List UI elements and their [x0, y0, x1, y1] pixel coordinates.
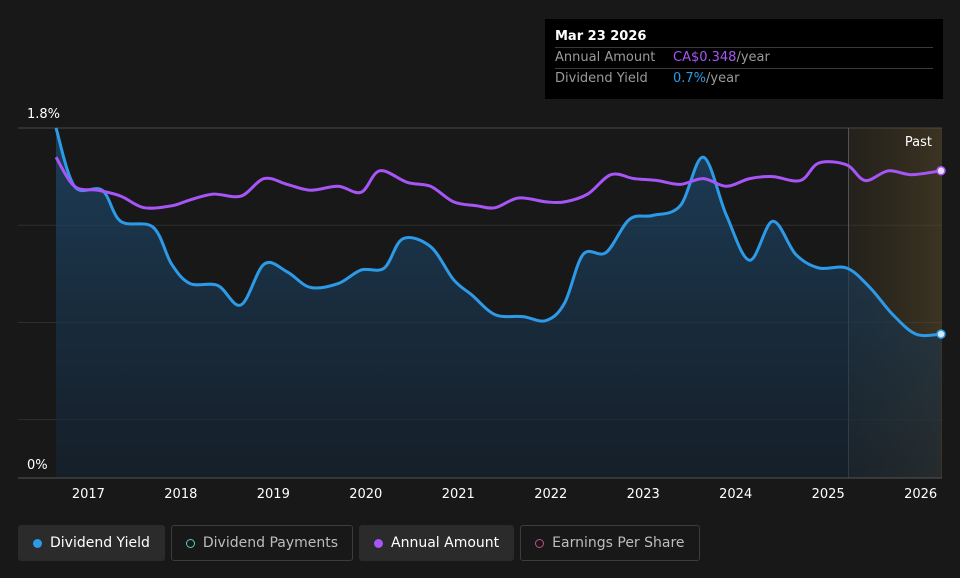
legend-label: Earnings Per Share [552, 535, 685, 551]
tooltip-date: Mar 23 2026 [555, 29, 647, 44]
x-tick-labels: 2017 2018 2019 2020 2021 2022 2023 2024 2025 2026 [72, 487, 937, 502]
tooltip-value: CA$0.348 [673, 50, 737, 65]
legend-circle-icon [535, 538, 545, 548]
x-tick-label: 2023 [627, 487, 660, 502]
x-tick-label: 2020 [349, 487, 382, 502]
legend-annual-amount[interactable]: Annual Amount [359, 525, 515, 561]
tooltip-label: Annual Amount [555, 50, 656, 65]
legend-dividend-yield[interactable]: Dividend Yield [18, 525, 165, 561]
y-tick-label-bottom: 0% [27, 458, 48, 473]
past-label: Past [905, 135, 932, 150]
x-tick-label: 2025 [812, 487, 845, 502]
legend-dot-icon [374, 538, 384, 548]
x-tick-label: 2017 [72, 487, 105, 502]
legend: Dividend Yield Dividend Payments Annual … [18, 525, 700, 561]
tooltip-unit: /year [736, 50, 770, 65]
tooltip-row-annual-amount: Annual Amount CA$0.348/year [555, 47, 933, 68]
annual-amount-line [54, 156, 942, 210]
legend-dividend-payments[interactable]: Dividend Payments [170, 525, 354, 561]
x-tick-label: 2021 [442, 487, 475, 502]
annual-amount-end-point [936, 166, 946, 176]
x-tick-label: 2019 [257, 487, 290, 502]
legend-label: Annual Amount [391, 535, 500, 551]
x-tick-label: 2026 [904, 487, 937, 502]
legend-dot-icon [33, 538, 42, 548]
x-tick-label: 2018 [164, 487, 197, 502]
dividend-yield-area [56, 128, 941, 478]
tooltip-label: Dividend Yield [555, 71, 648, 86]
y-tick-label-top: 1.8% [27, 107, 60, 122]
legend-circle-icon [185, 538, 195, 548]
tooltip-value: 0.7% [673, 71, 707, 86]
tooltip-row-dividend-yield: Dividend Yield 0.7%/year [555, 68, 933, 89]
legend-earnings-per-share[interactable]: Earnings Per Share [520, 525, 700, 561]
x-tick-label: 2024 [719, 487, 752, 502]
dividend-yield-line [54, 127, 942, 338]
legend-label: Dividend Payments [202, 535, 339, 551]
x-tick-label: 2022 [534, 487, 567, 502]
dividend-chart: Past 1.8% 0% 2017 2018 2019 2020 2021 2022 202… [18, 107, 946, 502]
tooltip: Mar 23 2026 Annual Amount CA$0.348/year … [545, 19, 943, 99]
tooltip-unit: /year [706, 71, 740, 86]
legend-label: Dividend Yield [50, 535, 150, 551]
dividend-yield-end-point [936, 329, 946, 339]
